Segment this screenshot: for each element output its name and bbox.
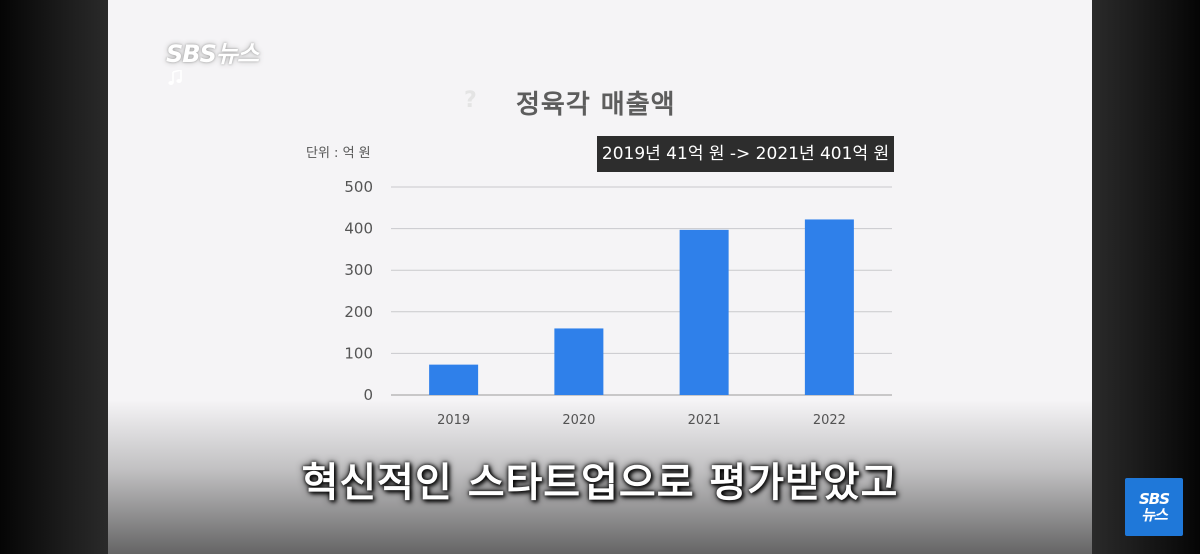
bar-2019 — [429, 364, 479, 395]
bar-2022 — [804, 219, 854, 395]
y-tick-label: 0 — [363, 386, 373, 404]
y-tick-label: 400 — [344, 220, 373, 238]
y-tick-label: 500 — [344, 178, 373, 196]
chart-title: 정육각 매출액 — [516, 90, 676, 120]
y-tick-label: 300 — [344, 261, 373, 279]
faint-background-mark: ? — [464, 88, 477, 113]
broadcaster-badge-logo: SBS 뉴스 — [1125, 478, 1183, 536]
broadcaster-logo: SBS뉴스 — [166, 40, 259, 68]
left-letterbox — [0, 0, 108, 554]
chart-unit-label: 단위 : 억 원 — [306, 146, 371, 161]
subtitle-shade — [108, 400, 1092, 554]
caption-subtitle: 혁신적인 스타트업으로 평가받았고 — [301, 460, 899, 506]
right-letterbox — [1092, 0, 1200, 554]
revenue-callout-box: 2019년 41억 원 -> 2021년 401억 원 — [597, 136, 894, 172]
bar-2021 — [679, 229, 729, 395]
bar-2020 — [554, 328, 604, 395]
y-tick-label: 100 — [344, 344, 373, 362]
video-frame: 01002003004005002019202020212022 ? 정육각 매… — [108, 0, 1092, 554]
y-tick-label: 200 — [344, 303, 373, 321]
music-note-icon — [168, 70, 182, 85]
